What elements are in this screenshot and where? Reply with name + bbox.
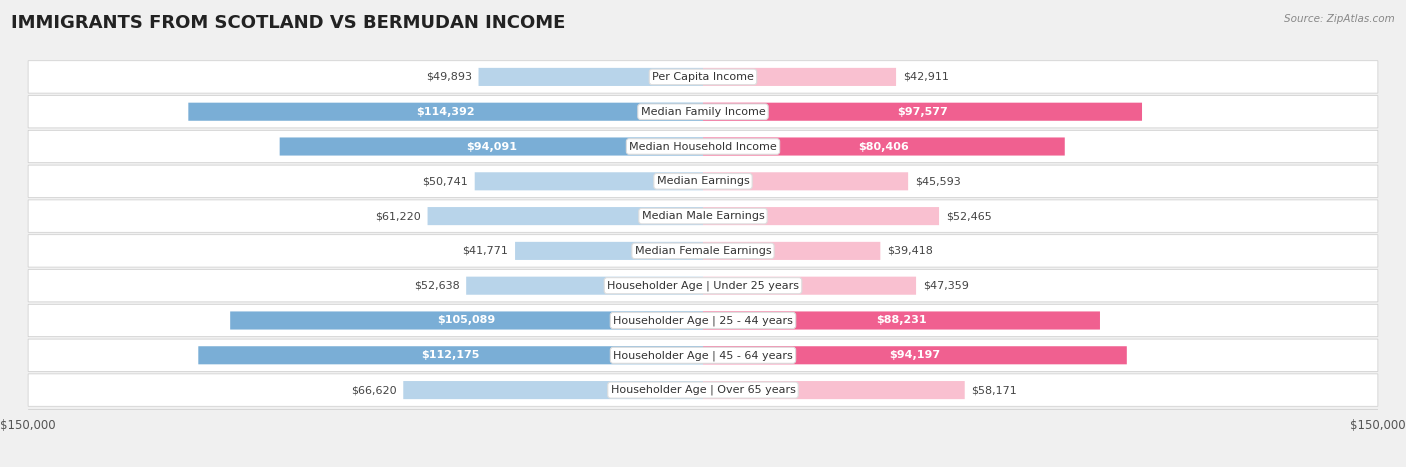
FancyBboxPatch shape [28, 235, 1378, 267]
Text: Householder Age | 45 - 64 years: Householder Age | 45 - 64 years [613, 350, 793, 361]
FancyBboxPatch shape [703, 381, 965, 399]
Text: $105,089: $105,089 [437, 316, 496, 325]
Text: $47,359: $47,359 [922, 281, 969, 290]
FancyBboxPatch shape [28, 61, 1378, 93]
FancyBboxPatch shape [198, 346, 703, 364]
Text: $49,893: $49,893 [426, 72, 472, 82]
Text: $41,771: $41,771 [463, 246, 509, 256]
FancyBboxPatch shape [28, 130, 1378, 163]
Text: Householder Age | 25 - 44 years: Householder Age | 25 - 44 years [613, 315, 793, 326]
FancyBboxPatch shape [475, 172, 703, 191]
Text: Median Female Earnings: Median Female Earnings [634, 246, 772, 256]
Text: $42,911: $42,911 [903, 72, 949, 82]
Text: Median Family Income: Median Family Income [641, 107, 765, 117]
FancyBboxPatch shape [703, 207, 939, 225]
FancyBboxPatch shape [703, 311, 1099, 330]
Text: $45,593: $45,593 [915, 177, 960, 186]
Text: $94,091: $94,091 [465, 142, 517, 151]
FancyBboxPatch shape [467, 276, 703, 295]
FancyBboxPatch shape [703, 103, 1142, 121]
FancyBboxPatch shape [28, 304, 1378, 337]
Text: Median Earnings: Median Earnings [657, 177, 749, 186]
FancyBboxPatch shape [28, 200, 1378, 232]
Text: $66,620: $66,620 [352, 385, 396, 395]
FancyBboxPatch shape [404, 381, 703, 399]
Text: $39,418: $39,418 [887, 246, 934, 256]
FancyBboxPatch shape [427, 207, 703, 225]
FancyBboxPatch shape [703, 242, 880, 260]
Text: $80,406: $80,406 [859, 142, 910, 151]
FancyBboxPatch shape [28, 96, 1378, 128]
Text: Median Household Income: Median Household Income [628, 142, 778, 151]
Text: $52,465: $52,465 [946, 211, 991, 221]
Text: Per Capita Income: Per Capita Income [652, 72, 754, 82]
FancyBboxPatch shape [231, 311, 703, 330]
Text: $97,577: $97,577 [897, 107, 948, 117]
Text: $50,741: $50,741 [422, 177, 468, 186]
Text: $94,197: $94,197 [890, 350, 941, 360]
Text: Householder Age | Under 25 years: Householder Age | Under 25 years [607, 281, 799, 291]
FancyBboxPatch shape [28, 374, 1378, 406]
Text: $114,392: $114,392 [416, 107, 475, 117]
Text: $88,231: $88,231 [876, 316, 927, 325]
Text: Median Male Earnings: Median Male Earnings [641, 211, 765, 221]
FancyBboxPatch shape [703, 276, 917, 295]
FancyBboxPatch shape [703, 68, 896, 86]
Text: $52,638: $52,638 [413, 281, 460, 290]
FancyBboxPatch shape [28, 269, 1378, 302]
FancyBboxPatch shape [28, 339, 1378, 371]
FancyBboxPatch shape [478, 68, 703, 86]
FancyBboxPatch shape [703, 346, 1126, 364]
Text: $61,220: $61,220 [375, 211, 420, 221]
Text: $112,175: $112,175 [422, 350, 479, 360]
FancyBboxPatch shape [28, 165, 1378, 198]
Text: Source: ZipAtlas.com: Source: ZipAtlas.com [1284, 14, 1395, 24]
FancyBboxPatch shape [188, 103, 703, 121]
FancyBboxPatch shape [703, 137, 1064, 156]
Text: Householder Age | Over 65 years: Householder Age | Over 65 years [610, 385, 796, 396]
Text: $58,171: $58,171 [972, 385, 1017, 395]
FancyBboxPatch shape [703, 172, 908, 191]
Text: IMMIGRANTS FROM SCOTLAND VS BERMUDAN INCOME: IMMIGRANTS FROM SCOTLAND VS BERMUDAN INC… [11, 14, 565, 32]
FancyBboxPatch shape [515, 242, 703, 260]
FancyBboxPatch shape [280, 137, 703, 156]
